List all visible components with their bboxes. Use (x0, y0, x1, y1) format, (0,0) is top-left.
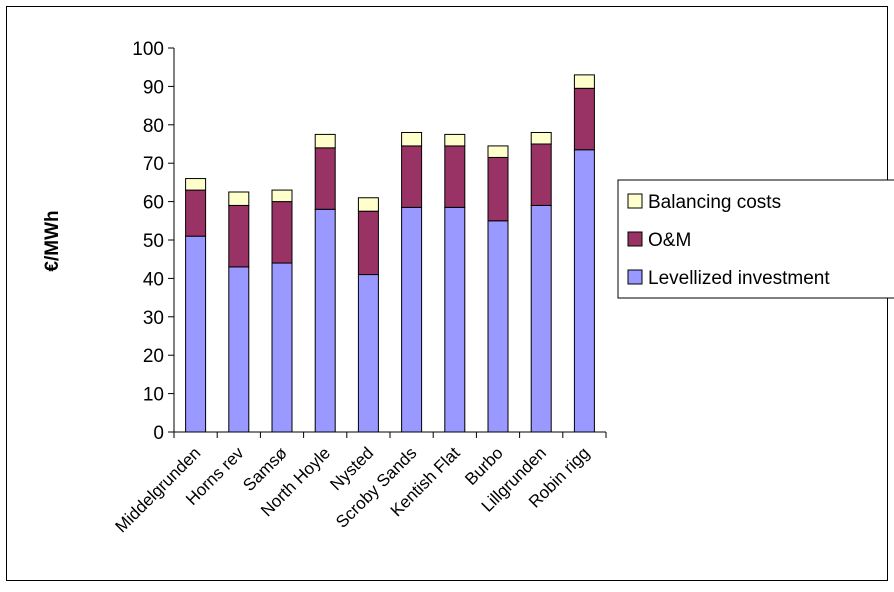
bar-o-m-kentish-flat (444, 145, 466, 208)
bar-levellized-investment-horns-rev (228, 266, 250, 433)
bar-balancing-costs-lillgrunden (530, 131, 552, 145)
bar-balancing-costs-scroby-sands (401, 131, 423, 147)
legend-box (617, 179, 894, 299)
bar-levellized-investment-lillgrunden (530, 204, 552, 433)
bar-levellized-investment-scroby-sands (401, 206, 423, 433)
legend: Balancing costs O&M Levellized investment (617, 179, 894, 299)
bar-balancing-costs-kentish-flat (444, 133, 466, 147)
y-tick-label: 90 (143, 77, 164, 98)
bar-levellized-investment-kentish-flat (444, 206, 466, 433)
bar-balancing-costs-north-hoyle (314, 133, 336, 149)
y-tick-label: 100 (132, 39, 164, 60)
bar-balancing-costs-sams (271, 189, 293, 203)
y-tick-label: 60 (143, 193, 164, 214)
y-tick-label: 30 (143, 308, 164, 329)
y-axis-title-group: €/MWh (42, 210, 63, 271)
legend-swatch-o-m (627, 231, 643, 247)
axes-layer (168, 47, 607, 438)
bar-levellized-investment-middelgrunden (185, 235, 207, 433)
bars-layer (185, 74, 595, 433)
bar-balancing-costs-burbo (487, 145, 509, 158)
bar-o-m-sams (271, 201, 293, 264)
y-tick-label: 50 (143, 231, 164, 252)
bar-o-m-robin-rigg (573, 87, 595, 151)
bar-levellized-investment-robin-rigg (573, 149, 595, 433)
bar-o-m-middelgrunden (185, 189, 207, 237)
y-tick-label: 0 (153, 423, 164, 444)
bar-balancing-costs-nysted (357, 197, 379, 212)
y-tick-label: 80 (143, 116, 164, 137)
bar-o-m-lillgrunden (530, 143, 552, 206)
bar-balancing-costs-horns-rev (228, 191, 250, 206)
y-axis-title: €/MWh (42, 210, 63, 271)
y-tick-label: 20 (143, 346, 164, 367)
legend-label-levellized-investment: Levellized investment (648, 268, 830, 289)
legend-label-o-m: O&M (648, 230, 691, 251)
bar-o-m-north-hoyle (314, 147, 336, 210)
bar-o-m-horns-rev (228, 204, 250, 268)
bar-levellized-investment-north-hoyle (314, 208, 336, 433)
bar-o-m-burbo (487, 156, 509, 222)
bar-o-m-nysted (357, 210, 379, 276)
bar-balancing-costs-middelgrunden (185, 178, 207, 191)
y-tick-label: 10 (143, 385, 164, 406)
bar-levellized-investment-burbo (487, 220, 509, 433)
y-tick-label: 70 (143, 154, 164, 175)
y-tick-label: 40 (143, 269, 164, 290)
bar-levellized-investment-sams (271, 262, 293, 433)
legend-swatch-levellized-investment (627, 269, 643, 285)
legend-label-balancing-costs: Balancing costs (648, 192, 781, 213)
y-tick-labels: 0 10 20 30 40 50 60 70 80 90 100 (132, 39, 164, 444)
bar-o-m-scroby-sands (401, 145, 423, 208)
bar-balancing-costs-robin-rigg (573, 74, 595, 89)
bar-levellized-investment-nysted (357, 274, 379, 433)
legend-swatch-balancing-costs (627, 193, 643, 209)
